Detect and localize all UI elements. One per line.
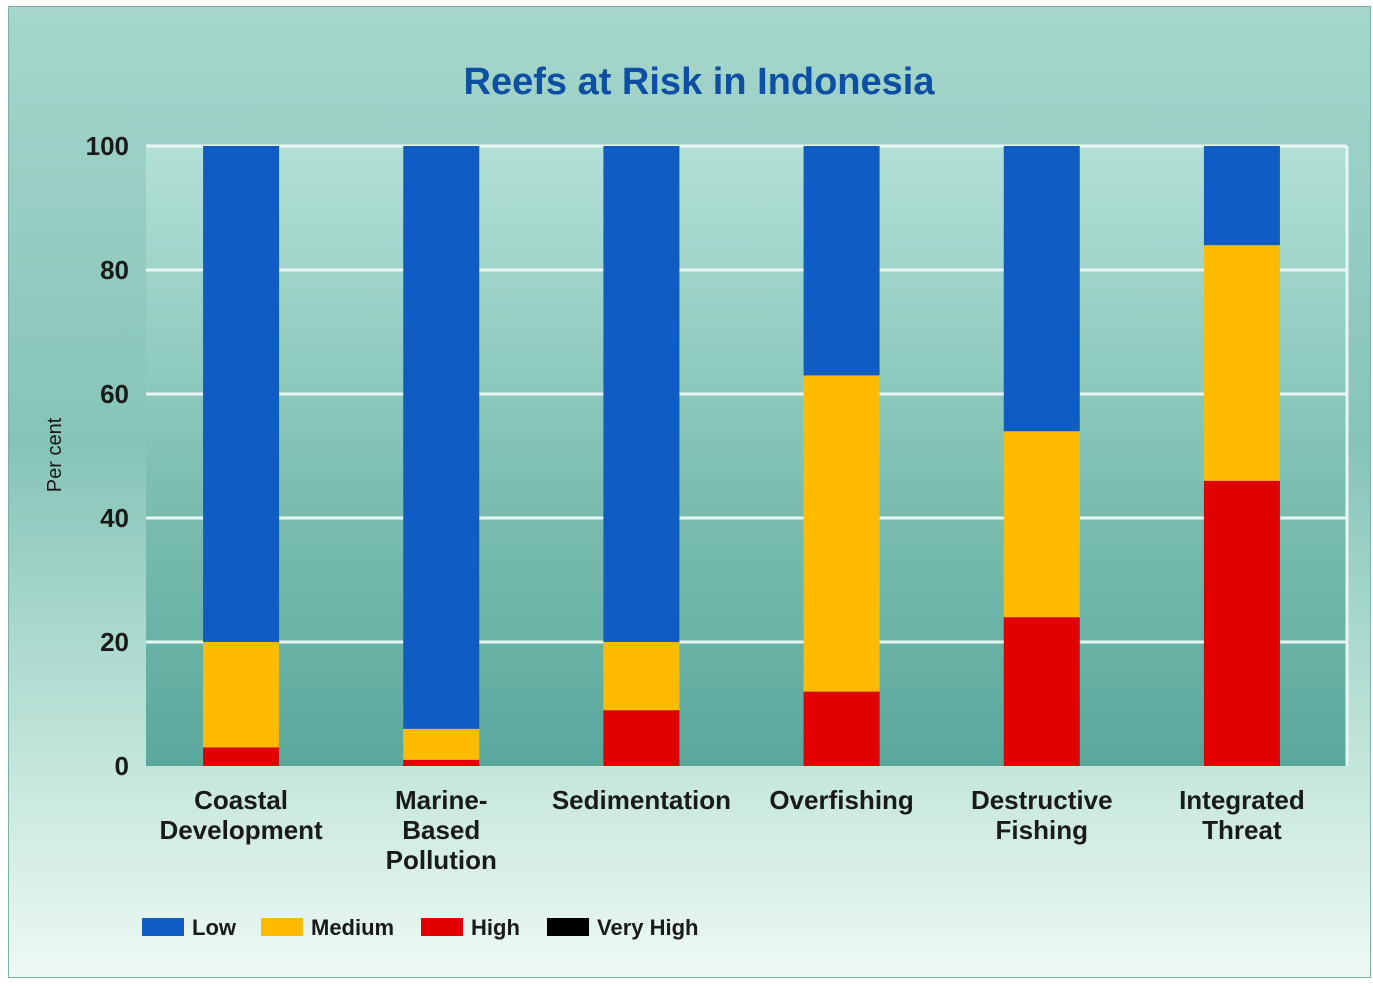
legend-swatch-high	[421, 918, 463, 936]
x-category-label: Overfishing	[769, 785, 913, 815]
x-category-label-line: Marine-	[395, 785, 487, 815]
bar-segment-high	[803, 691, 880, 766]
bar-segment-medium	[1203, 245, 1280, 481]
top-band	[0, 0, 1373, 6]
bar-segment-medium	[1003, 431, 1080, 618]
bar-segment-high	[403, 759, 480, 766]
bar-segment-low	[803, 146, 880, 376]
chart-title: Reefs at Risk in Indonesia	[464, 61, 936, 103]
y-tick-label: 40	[100, 503, 129, 533]
y-tick-label: 80	[100, 255, 129, 285]
bars	[203, 146, 1280, 766]
y-axis-label: Per cent	[44, 417, 66, 492]
gridlines	[146, 144, 1349, 766]
x-category-label-line: Integrated	[1179, 785, 1305, 815]
x-category-label-line: Pollution	[386, 845, 497, 875]
x-category-label: Coastal Development	[159, 785, 323, 845]
bar-segment-high	[1003, 617, 1080, 766]
x-category-label: Marine-Based Pollution	[386, 785, 497, 875]
bar-segment-high	[603, 710, 680, 766]
bar-segment-medium	[403, 728, 480, 760]
legend-label-very-high: Very High	[597, 915, 698, 940]
legend-swatch-low	[142, 918, 184, 936]
y-tick-label: 100	[86, 131, 129, 161]
x-category-label: Sedimentation	[552, 785, 731, 815]
x-category-label-line: Destructive	[971, 785, 1113, 815]
x-category-label-line: Threat	[1202, 815, 1282, 845]
x-category-label: Destructive Fishing	[971, 785, 1113, 845]
y-tick-label: 60	[100, 379, 129, 409]
x-category-labels: Coastal Development Marine-Based Pollution S…	[159, 785, 1304, 875]
x-category-label-line: Fishing	[996, 815, 1088, 845]
y-tick-label: 0	[115, 751, 129, 781]
y-tick-label: 20	[100, 627, 129, 657]
x-category-label-line: Based	[402, 815, 480, 845]
legend-label-low: Low	[192, 915, 237, 940]
bar-segment-low	[1003, 146, 1080, 432]
bar-segment-medium	[203, 642, 280, 748]
legend-swatch-medium	[261, 918, 303, 936]
legend-label-high: High	[471, 915, 520, 940]
x-category-label-line: Development	[159, 815, 323, 845]
chart-frame: 0 20 40 60 80 100 Coastal Development Marine-Ba…	[8, 6, 1371, 978]
plot-area	[146, 146, 1347, 766]
x-category-label-line: Sedimentation	[552, 785, 731, 815]
bar-segment-high	[1203, 480, 1280, 766]
bar-segment-low	[1203, 146, 1280, 246]
bar-segment-medium	[803, 375, 880, 692]
bar-segment-low	[203, 146, 280, 642]
x-category-label-line: Coastal	[194, 785, 288, 815]
x-category-label-line: Overfishing	[769, 785, 913, 815]
bar-segment-medium	[603, 642, 680, 711]
reef-risk-chart: 0 20 40 60 80 100 Coastal Development Marine-Ba…	[9, 7, 1370, 977]
bar-segment-low	[603, 146, 680, 642]
legend-label-medium: Medium	[311, 915, 394, 940]
legend-swatch-very-high	[547, 918, 589, 936]
legend: Low Medium High Very High	[142, 915, 698, 940]
bar-segment-high	[203, 747, 280, 766]
x-category-label: Integrated Threat	[1179, 785, 1305, 845]
y-tick-labels: 0 20 40 60 80 100	[86, 131, 129, 781]
bar-segment-low	[403, 146, 480, 729]
